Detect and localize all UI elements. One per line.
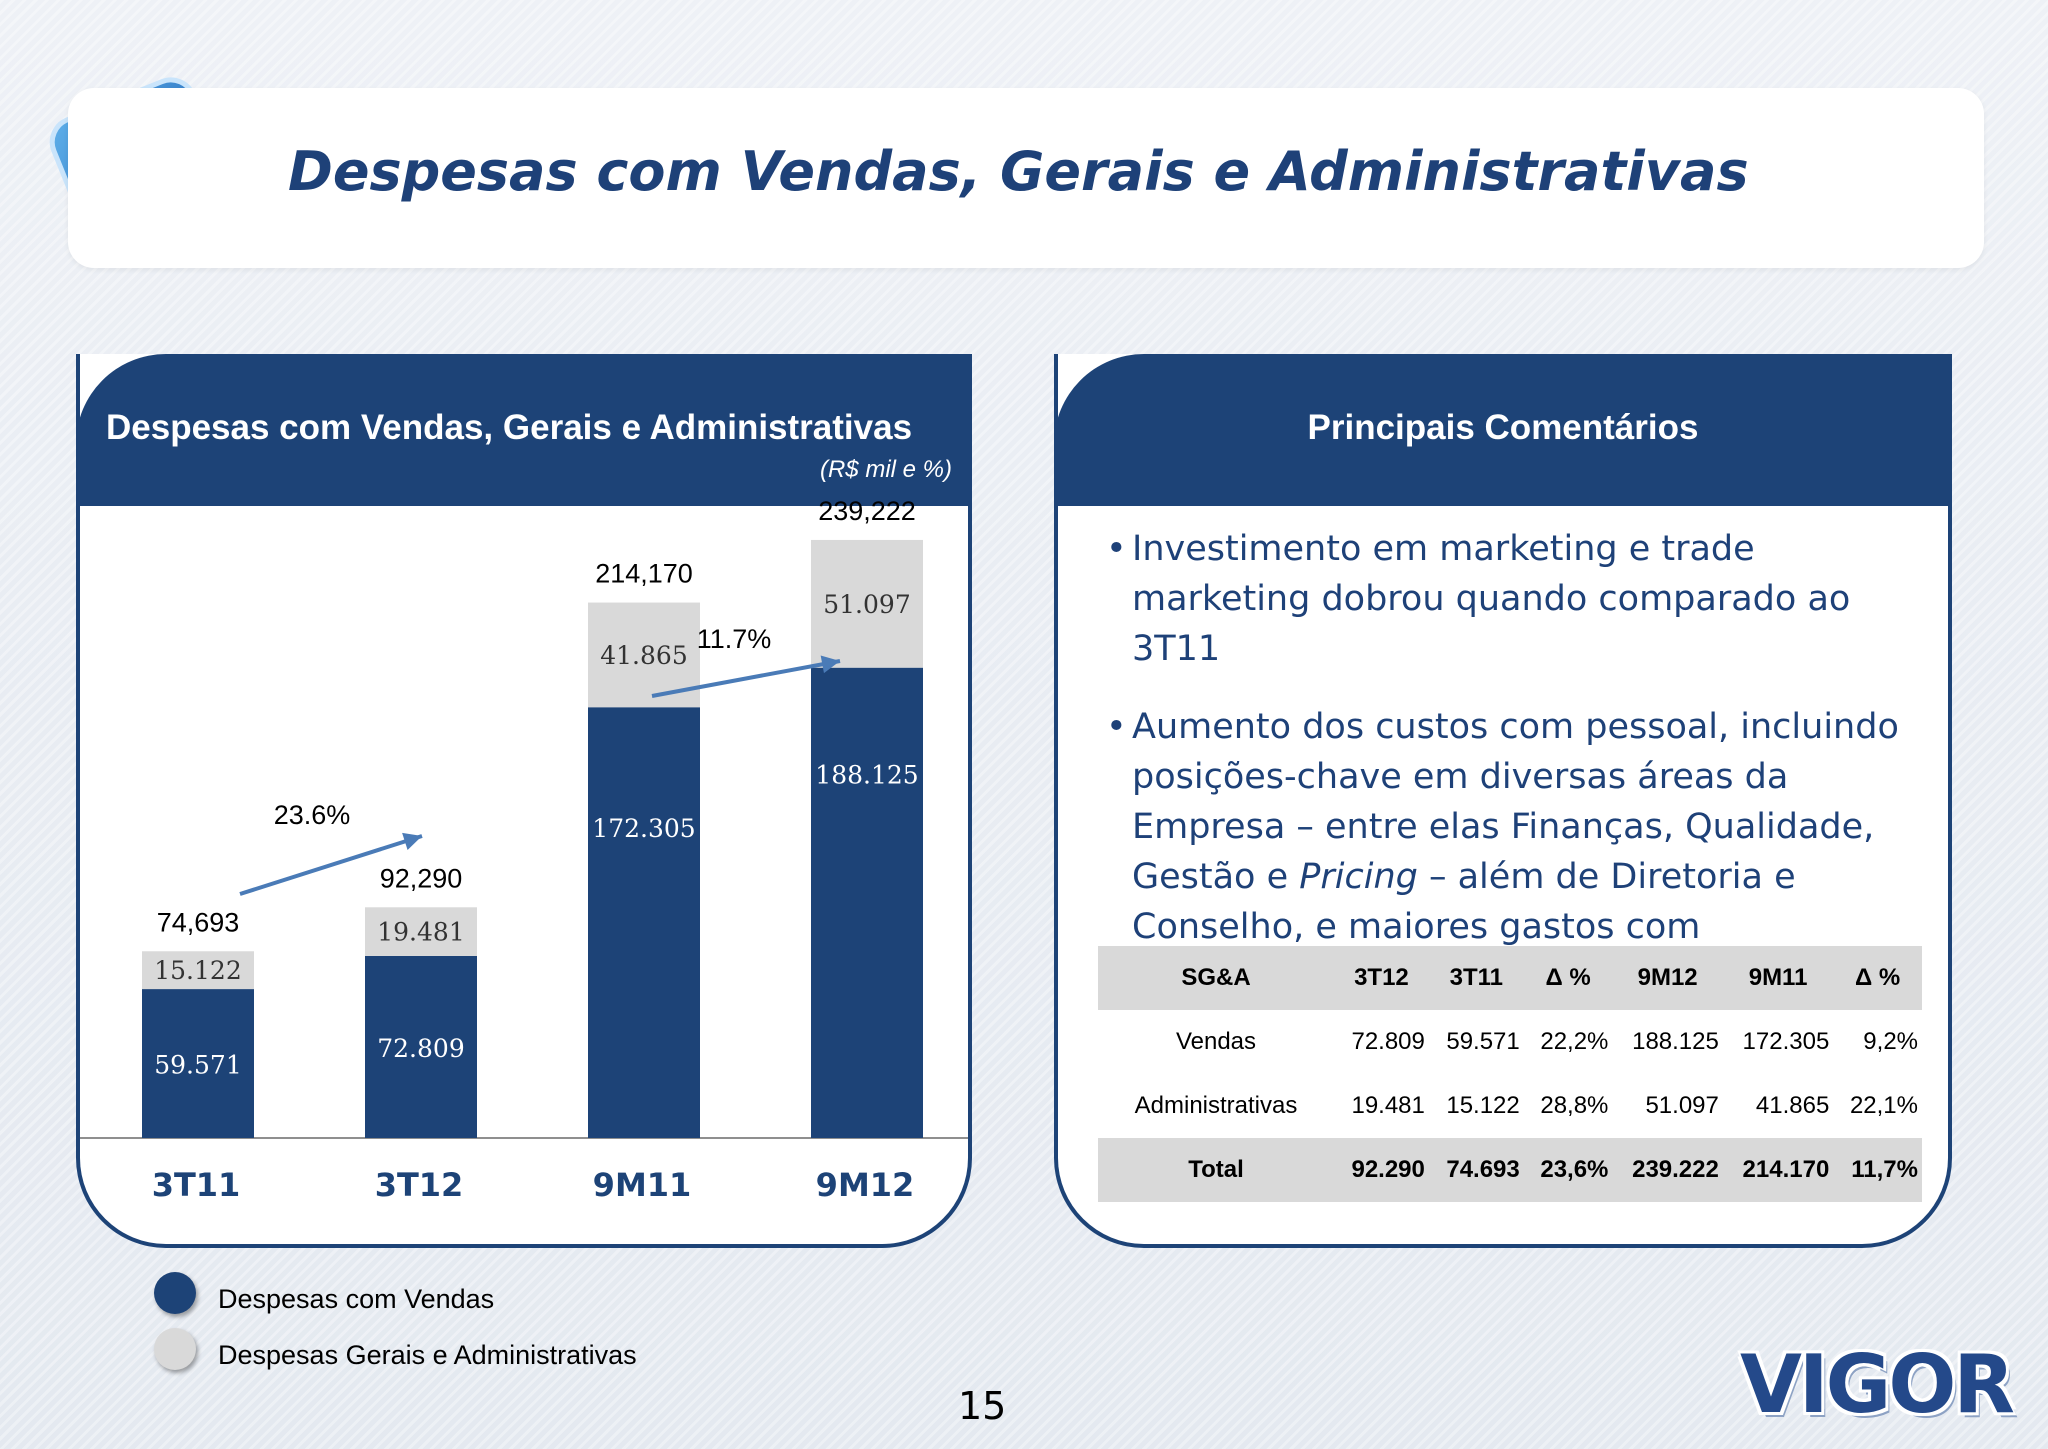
table-row: Administrativas 19.481 15.122 28,8% 51.0… — [1098, 1074, 1922, 1138]
bar-vendas-3T11 — [142, 989, 254, 1138]
table-header: SG&A — [1181, 964, 1251, 991]
comments-panel-header: Principais Comentários — [1058, 354, 1948, 506]
bar-vendas-9M11 — [588, 707, 700, 1138]
data-label-vendas: 72.809 — [377, 1034, 464, 1063]
table-row: Vendas 72.809 59.571 22,2% 188.125 172.3… — [1098, 1010, 1922, 1074]
table-cell: 19.481 — [1351, 1092, 1425, 1119]
table-cell: 9,2% — [1863, 1028, 1918, 1055]
chart-panel-header: Despesas com Vendas, Gerais e Administra… — [80, 354, 968, 506]
table-cell: Administrativas — [1134, 1092, 1298, 1119]
title-bar — [68, 88, 1984, 268]
legend-swatch-vendas — [154, 1272, 196, 1314]
comments-panel: Principais Comentários Investimento em m… — [1054, 354, 1952, 1248]
table-header: 9M12 — [1637, 964, 1698, 991]
table-cell: 92.290 — [1351, 1156, 1425, 1183]
table-header: 3T11 — [1449, 964, 1503, 991]
chart-units: (R$ mil e %) — [819, 456, 952, 483]
comment-text-italic: Pricing — [1299, 857, 1418, 897]
data-label-ga: 15.122 — [154, 956, 241, 985]
legend-label-vendas: Despesas com Vendas — [218, 1284, 495, 1314]
table-cell: 11,7% — [1851, 1156, 1918, 1183]
vigor-logo: VIGOR — [1740, 1338, 2015, 1431]
table-cell: 51.097 — [1645, 1092, 1719, 1119]
bar-ga-3T11 — [142, 951, 254, 990]
page-number: 15 — [958, 1384, 1007, 1428]
tick-label: 9M12 — [816, 1166, 915, 1204]
table-cell: 239.222 — [1632, 1156, 1719, 1183]
bar-ga-9M12 — [811, 539, 923, 668]
table-cell: 22,1% — [1849, 1092, 1918, 1119]
chart-panel-title: Despesas com Vendas, Gerais e Administra… — [106, 408, 913, 447]
table-cell: Total — [1188, 1156, 1244, 1183]
data-label-vendas: 59.571 — [154, 1051, 241, 1080]
data-label-ga: 19.481 — [377, 918, 464, 947]
table-cell: Vendas — [1175, 1028, 1257, 1055]
growth-annotation: 23.6% — [274, 800, 351, 830]
table-cell: 15.122 — [1446, 1092, 1520, 1119]
comment-item: Investimento em marketing e trade market… — [1106, 524, 1926, 674]
table-cell: 59.571 — [1446, 1028, 1520, 1055]
table-header: 9M11 — [1748, 964, 1808, 991]
data-label-total: 239,222 — [818, 496, 916, 526]
table-cell: 41.865 — [1755, 1092, 1830, 1119]
tick-label: 9M11 — [593, 1166, 692, 1204]
comment-text: Investimento em marketing e trade market… — [1132, 529, 1851, 669]
legend-swatch-ga — [154, 1328, 196, 1370]
data-label-vendas: 172.305 — [592, 814, 695, 843]
comment-item: Aumento dos custos com pessoal, incluind… — [1106, 702, 1926, 1002]
table-cell: 172.305 — [1742, 1028, 1830, 1055]
table-cell: 72.809 — [1351, 1028, 1425, 1055]
stacked-bar-chart: 15.122 59.571 74,693 3T11 19.481 72.809 92,290… — [80, 496, 968, 1204]
data-label-vendas: 188.125 — [815, 761, 918, 790]
table-header: Δ % — [1855, 964, 1901, 991]
table-cell: 23,6% — [1540, 1156, 1609, 1183]
sga-table: SG&A 3T12 3T11 Δ % 9M12 9M11 Δ % Vendas … — [1098, 946, 1922, 1202]
table-cell: 74.693 — [1446, 1156, 1520, 1183]
table-header: 3T12 — [1354, 964, 1409, 991]
comment-text: – além de Diretoria e Conselho, e maiore… — [1132, 857, 1796, 997]
growth-annotation: 11.7% — [697, 624, 772, 654]
table-cell: 22,2% — [1540, 1028, 1609, 1055]
comments-list: Investimento em marketing e trade market… — [1106, 524, 1926, 1030]
table-cell: 28,8% — [1540, 1092, 1609, 1119]
data-label-total: 214,170 — [595, 559, 693, 589]
growth-arrow-ytd — [651, 659, 841, 698]
data-label-ga: 51.097 — [823, 590, 910, 619]
table-cell: 188.125 — [1632, 1028, 1719, 1055]
growth-arrow-ytd-head — [820, 655, 840, 674]
comment-text: Aumento dos custos com pessoal, incluind… — [1132, 707, 1899, 897]
legend-label-ga: Despesas Gerais e Administrativas — [218, 1340, 637, 1370]
table-header: Δ % — [1545, 964, 1591, 991]
chart-panel: Despesas com Vendas, Gerais e Administra… — [76, 354, 972, 1248]
growth-arrow-quarter — [239, 834, 423, 896]
page-title: Despesas com Vendas, Gerais e Administra… — [288, 140, 1749, 203]
bar-vendas-3T12 — [365, 955, 477, 1138]
tick-label: 3T12 — [375, 1166, 464, 1204]
data-label-ga: 41.865 — [600, 641, 687, 670]
data-label-total: 92,290 — [380, 863, 463, 893]
tick-label: 3T11 — [152, 1166, 241, 1204]
table-cell: 214.170 — [1742, 1156, 1830, 1183]
bar-vendas-9M12 — [811, 667, 923, 1138]
table-header-row: SG&A 3T12 3T11 Δ % 9M12 9M11 Δ % — [1098, 946, 1922, 1010]
table-total-row: Total 92.290 74.693 23,6% 239.222 214.17… — [1098, 1138, 1922, 1202]
growth-arrow-quarter-head — [402, 832, 422, 851]
data-label-total: 74,693 — [157, 907, 240, 937]
bar-ga-3T12 — [365, 907, 477, 956]
comments-panel-title: Principais Comentários — [1307, 408, 1699, 447]
